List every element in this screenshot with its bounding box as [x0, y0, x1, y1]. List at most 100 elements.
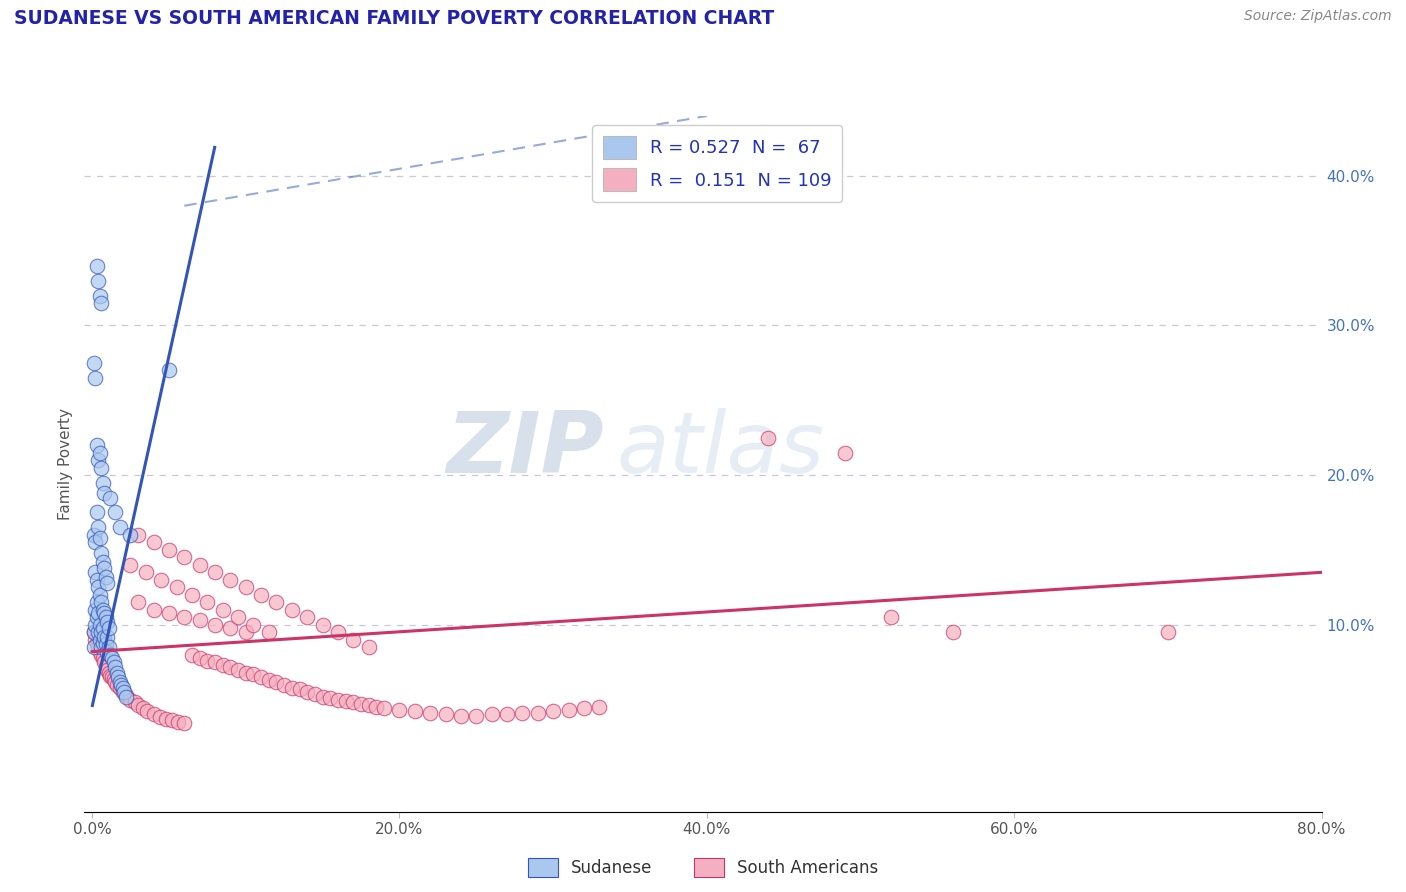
Point [266, 674, 288, 689]
Point [94, 637, 117, 651]
Point [311, 690, 333, 704]
Point [297, 610, 319, 624]
Point [107, 670, 129, 684]
Point [195, 654, 218, 668]
Point [89, 645, 111, 659]
Point [281, 681, 304, 695]
Point [942, 625, 965, 640]
Point [188, 650, 211, 665]
Point [83, 356, 105, 370]
Point [93, 486, 115, 500]
Point [87, 606, 110, 620]
Point [83, 625, 105, 640]
Point [100, 491, 122, 505]
Point [90, 625, 112, 640]
Point [110, 677, 132, 691]
Point [297, 685, 319, 699]
Point [86, 635, 108, 649]
Point [93, 561, 115, 575]
Point [97, 640, 120, 654]
Point [281, 603, 304, 617]
Point [204, 617, 226, 632]
Point [84, 566, 107, 580]
Point [526, 706, 548, 720]
Point [572, 701, 595, 715]
Point [101, 670, 124, 684]
Point [83, 625, 105, 640]
Point [108, 674, 131, 689]
Point [326, 692, 349, 706]
Point [181, 648, 204, 662]
Point [105, 665, 128, 680]
Point [204, 566, 226, 580]
Point [104, 506, 127, 520]
Point [226, 610, 249, 624]
Point [96, 615, 118, 629]
Point [127, 595, 149, 609]
Point [188, 613, 211, 627]
Point [419, 706, 441, 720]
Point [588, 700, 610, 714]
Point [188, 558, 211, 572]
Point [481, 707, 503, 722]
Point [96, 645, 118, 659]
Point [91, 650, 114, 665]
Point [89, 531, 111, 545]
Text: SUDANESE VS SOUTH AMERICAN FAMILY POVERTY CORRELATION CHART: SUDANESE VS SOUTH AMERICAN FAMILY POVERT… [14, 9, 775, 28]
Text: ZIP: ZIP [446, 409, 605, 491]
Point [357, 640, 380, 654]
Point [124, 696, 146, 710]
Point [91, 555, 114, 569]
Point [242, 617, 264, 632]
Point [366, 700, 388, 714]
Point [173, 716, 195, 731]
Point [319, 691, 342, 706]
Point [108, 681, 131, 695]
Point [235, 665, 257, 680]
Point [89, 617, 111, 632]
Point [149, 710, 172, 724]
Point [94, 659, 117, 673]
Point [91, 475, 114, 490]
Point [211, 658, 233, 673]
Point [100, 668, 122, 682]
Point [111, 681, 134, 695]
Point [89, 632, 111, 647]
Point [226, 663, 249, 677]
Point [173, 550, 195, 565]
Point [90, 640, 112, 654]
Point [335, 694, 357, 708]
Point [90, 460, 112, 475]
Point [342, 632, 364, 647]
Point [86, 595, 108, 609]
Point [195, 595, 218, 609]
Point [89, 445, 111, 459]
Point [1157, 625, 1180, 640]
Point [120, 528, 142, 542]
Point [87, 453, 110, 467]
Point [96, 630, 118, 644]
Point [84, 371, 107, 385]
Point [235, 625, 257, 640]
Point [288, 681, 311, 696]
Point [219, 621, 242, 635]
Point [142, 707, 165, 722]
Point [496, 707, 519, 722]
Point [93, 606, 115, 620]
Point [87, 274, 110, 288]
Point [388, 703, 411, 717]
Point [173, 610, 195, 624]
Point [834, 445, 856, 459]
Point [83, 528, 105, 542]
Point [266, 595, 288, 609]
Point [91, 603, 114, 617]
Point [93, 630, 115, 644]
Point [181, 588, 204, 602]
Legend: Sudanese, South Americans: Sudanese, South Americans [520, 851, 886, 884]
Point [86, 506, 108, 520]
Point [86, 259, 108, 273]
Point [512, 706, 534, 720]
Point [84, 603, 107, 617]
Point [242, 667, 264, 681]
Point [135, 566, 157, 580]
